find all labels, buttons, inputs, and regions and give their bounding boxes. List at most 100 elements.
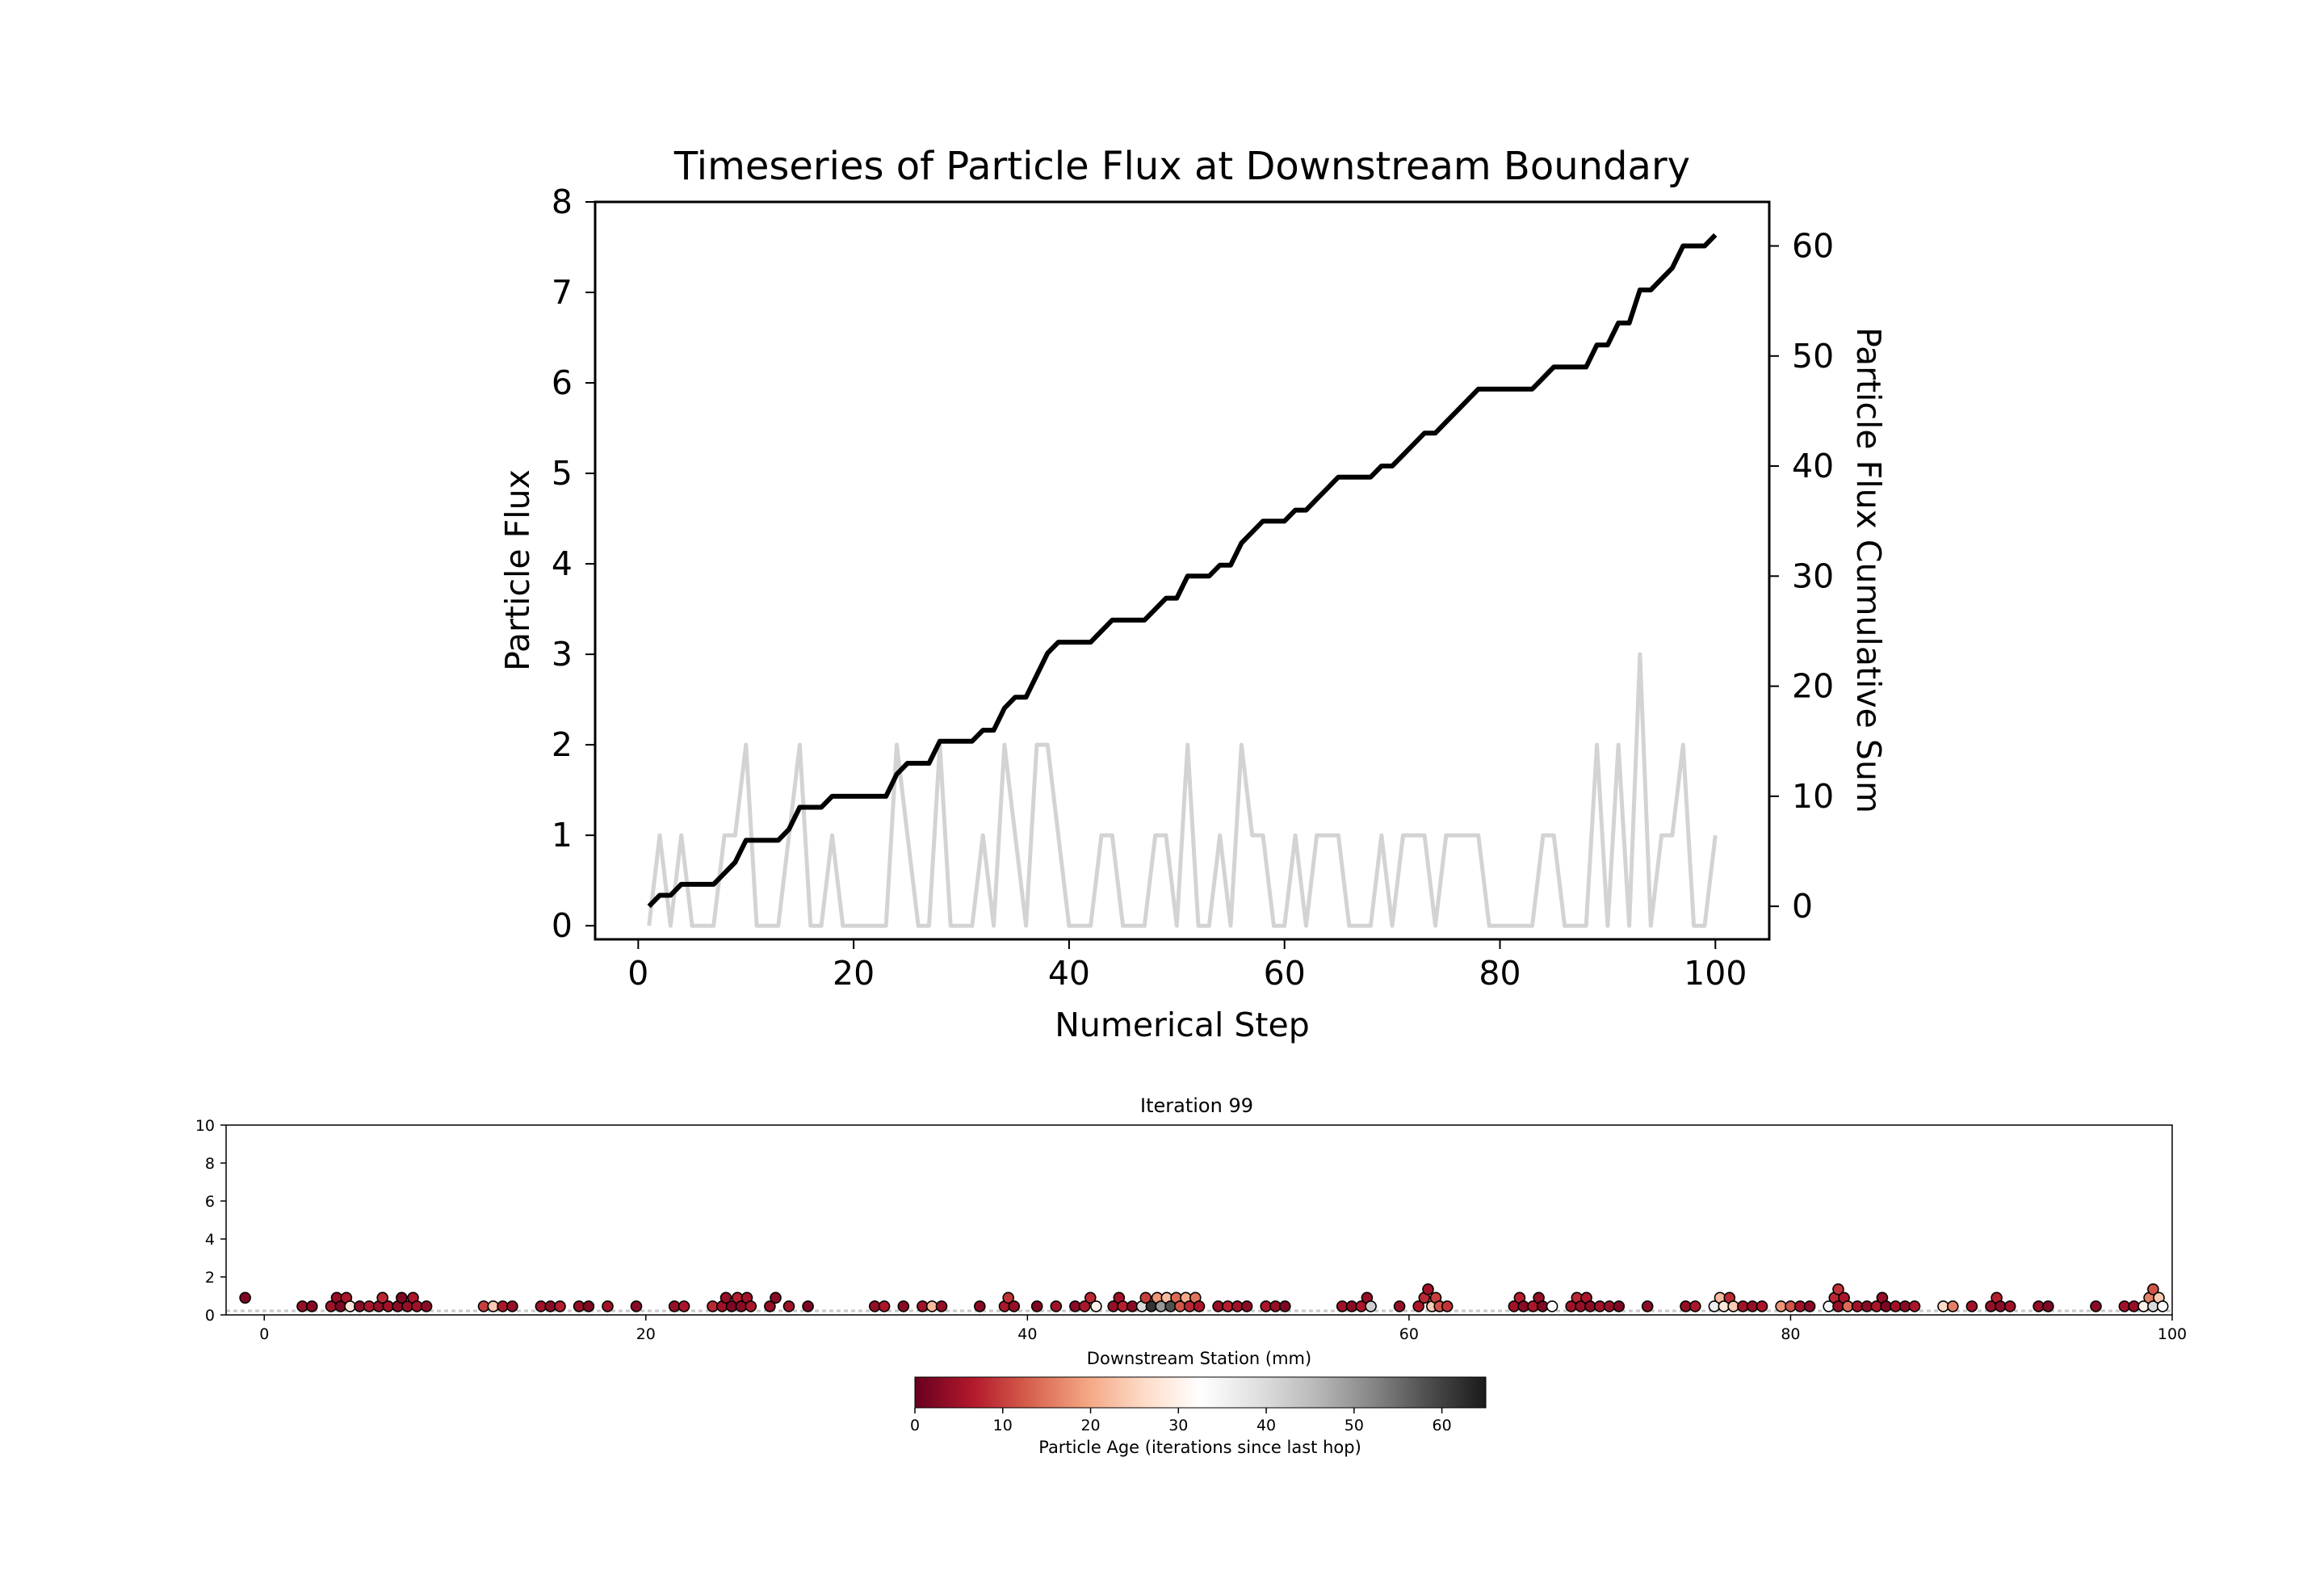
position-y-tick-label: 8 bbox=[205, 1155, 215, 1173]
flux-x-tick-label: 40 bbox=[1048, 954, 1090, 993]
flux-x-tick-label: 0 bbox=[627, 954, 648, 993]
particle-point bbox=[1641, 1300, 1654, 1312]
particle-point bbox=[376, 1291, 389, 1304]
colorbar-label: Particle Age (iterations since last hop) bbox=[1038, 1438, 1361, 1457]
position-x-axis: 0 20 40 60 80 100 bbox=[259, 1315, 2187, 1343]
particle-points-group bbox=[239, 1283, 2169, 1312]
position-y-axis: 0 2 4 6 8 10 bbox=[195, 1117, 226, 1325]
flux-plot-frame bbox=[594, 200, 1771, 941]
flux-y2-tick-label: 40 bbox=[1792, 447, 1834, 485]
flux-x-axis-label: Numerical Step bbox=[1055, 1006, 1310, 1044]
particle-point bbox=[1965, 1300, 1978, 1312]
particle-point bbox=[1546, 1300, 1558, 1312]
particle-point bbox=[239, 1291, 251, 1304]
flux-y2-tick-label: 10 bbox=[1792, 777, 1834, 816]
position-y-tick-label: 0 bbox=[205, 1307, 215, 1325]
particle-point bbox=[1851, 1300, 1864, 1312]
particle-point bbox=[878, 1300, 891, 1312]
colorbar-tick-label: 10 bbox=[993, 1417, 1013, 1434]
particle-point bbox=[1908, 1300, 1921, 1312]
flux-line bbox=[647, 652, 1718, 928]
flux-y-tick-label: 2 bbox=[552, 725, 573, 764]
flux-chart-title: Timeseries of Particle Flux at Downstrea… bbox=[673, 144, 1690, 189]
flux-y2-tick-label: 0 bbox=[1792, 887, 1813, 926]
particle-point bbox=[1832, 1283, 1844, 1296]
particle-point bbox=[719, 1291, 732, 1304]
flux-x-tick-label: 60 bbox=[1264, 954, 1306, 993]
age-colorbar: 0 10 20 30 40 50 60 Particle Age (iterations s… bbox=[910, 1376, 1487, 1457]
position-x-tick-label: 20 bbox=[636, 1325, 656, 1343]
cumulative-flux-line bbox=[647, 233, 1718, 909]
colorbar-tick-label: 50 bbox=[1344, 1417, 1364, 1434]
particle-point bbox=[935, 1300, 948, 1312]
position-x-tick-label: 100 bbox=[2158, 1325, 2187, 1343]
flux-timeseries-chart: Timeseries of Particle Flux at Downstrea… bbox=[498, 144, 1888, 1044]
particle-point bbox=[1775, 1300, 1787, 1312]
particle-point bbox=[506, 1300, 518, 1312]
particle-point bbox=[897, 1300, 910, 1312]
flux-y-axis-label: Particle Flux bbox=[498, 469, 537, 671]
particle-point bbox=[668, 1300, 681, 1312]
particle-point bbox=[554, 1300, 566, 1312]
flux-y-tick-label: 8 bbox=[552, 183, 573, 221]
particle-point bbox=[2156, 1300, 2169, 1312]
colorbar-ticks: 0 10 20 30 40 50 60 bbox=[910, 1408, 1452, 1434]
flux-y-tick-label: 4 bbox=[552, 544, 573, 583]
particle-point bbox=[1689, 1300, 1701, 1312]
position-x-axis-label: Downstream Station (mm) bbox=[1087, 1349, 1311, 1368]
flux-x-axis: 0 20 40 60 80 100 bbox=[627, 939, 1747, 993]
particle-point bbox=[1078, 1300, 1091, 1312]
particle-point bbox=[582, 1300, 595, 1312]
particle-point bbox=[782, 1300, 795, 1312]
particle-point bbox=[1030, 1300, 1043, 1312]
flux-y-tick-label: 0 bbox=[552, 906, 573, 945]
position-plot-frame bbox=[225, 1124, 2173, 1316]
flux-y2-tick-label: 60 bbox=[1792, 227, 1834, 266]
colorbar-tick-label: 30 bbox=[1168, 1417, 1188, 1434]
flux-x-tick-label: 20 bbox=[833, 954, 875, 993]
particle-point bbox=[770, 1291, 782, 1304]
flux-series-group bbox=[647, 233, 1718, 928]
particle-point bbox=[1365, 1300, 1377, 1312]
particle-point bbox=[2147, 1283, 2159, 1296]
flux-y-tick-label: 3 bbox=[552, 635, 573, 674]
flux-y-tick-label: 1 bbox=[552, 816, 573, 855]
flux-y2-tick-label: 30 bbox=[1792, 556, 1834, 595]
particle-point bbox=[602, 1300, 614, 1312]
particle-point bbox=[1193, 1300, 1206, 1312]
particle-point bbox=[305, 1300, 318, 1312]
particle-point bbox=[764, 1300, 776, 1312]
flux-y-tick-label: 5 bbox=[552, 454, 573, 493]
particle-point bbox=[2128, 1300, 2140, 1312]
flux-y-axis: 0 1 2 3 4 5 6 7 8 bbox=[552, 183, 595, 945]
particle-point bbox=[1422, 1283, 1434, 1296]
position-x-tick-label: 40 bbox=[1017, 1325, 1037, 1343]
flux-y-tick-label: 6 bbox=[552, 363, 573, 402]
position-y-tick-label: 2 bbox=[205, 1269, 215, 1287]
particle-point bbox=[630, 1300, 643, 1312]
particle-point bbox=[1613, 1300, 1626, 1312]
particle-point bbox=[2003, 1300, 2016, 1312]
position-y-tick-label: 10 bbox=[195, 1117, 215, 1135]
particle-point bbox=[1222, 1300, 1234, 1312]
particle-point bbox=[1090, 1300, 1102, 1312]
position-y-tick-label: 4 bbox=[205, 1231, 215, 1249]
particle-point bbox=[420, 1300, 433, 1312]
particle-point bbox=[1008, 1300, 1021, 1312]
particle-point bbox=[1756, 1300, 1768, 1312]
particle-point bbox=[1240, 1300, 1253, 1312]
flux-y2-tick-label: 50 bbox=[1792, 337, 1834, 376]
particle-point bbox=[1803, 1300, 1816, 1312]
flux-y2-tick-label: 20 bbox=[1792, 667, 1834, 706]
particle-position-chart: Iteration 99 0 20 40 60 80 100 0 2 4 6 8 10 Downst… bbox=[195, 1094, 2187, 1368]
colorbar-gradient bbox=[914, 1376, 1487, 1409]
particle-point bbox=[745, 1300, 757, 1312]
particle-point bbox=[1947, 1300, 1959, 1312]
particle-point bbox=[2042, 1300, 2054, 1312]
colorbar-tick-label: 20 bbox=[1080, 1417, 1100, 1434]
position-y-tick-label: 6 bbox=[205, 1193, 215, 1211]
particle-point bbox=[802, 1300, 814, 1312]
flux-x-tick-label: 100 bbox=[1684, 954, 1747, 993]
colorbar-tick-label: 0 bbox=[910, 1417, 920, 1434]
